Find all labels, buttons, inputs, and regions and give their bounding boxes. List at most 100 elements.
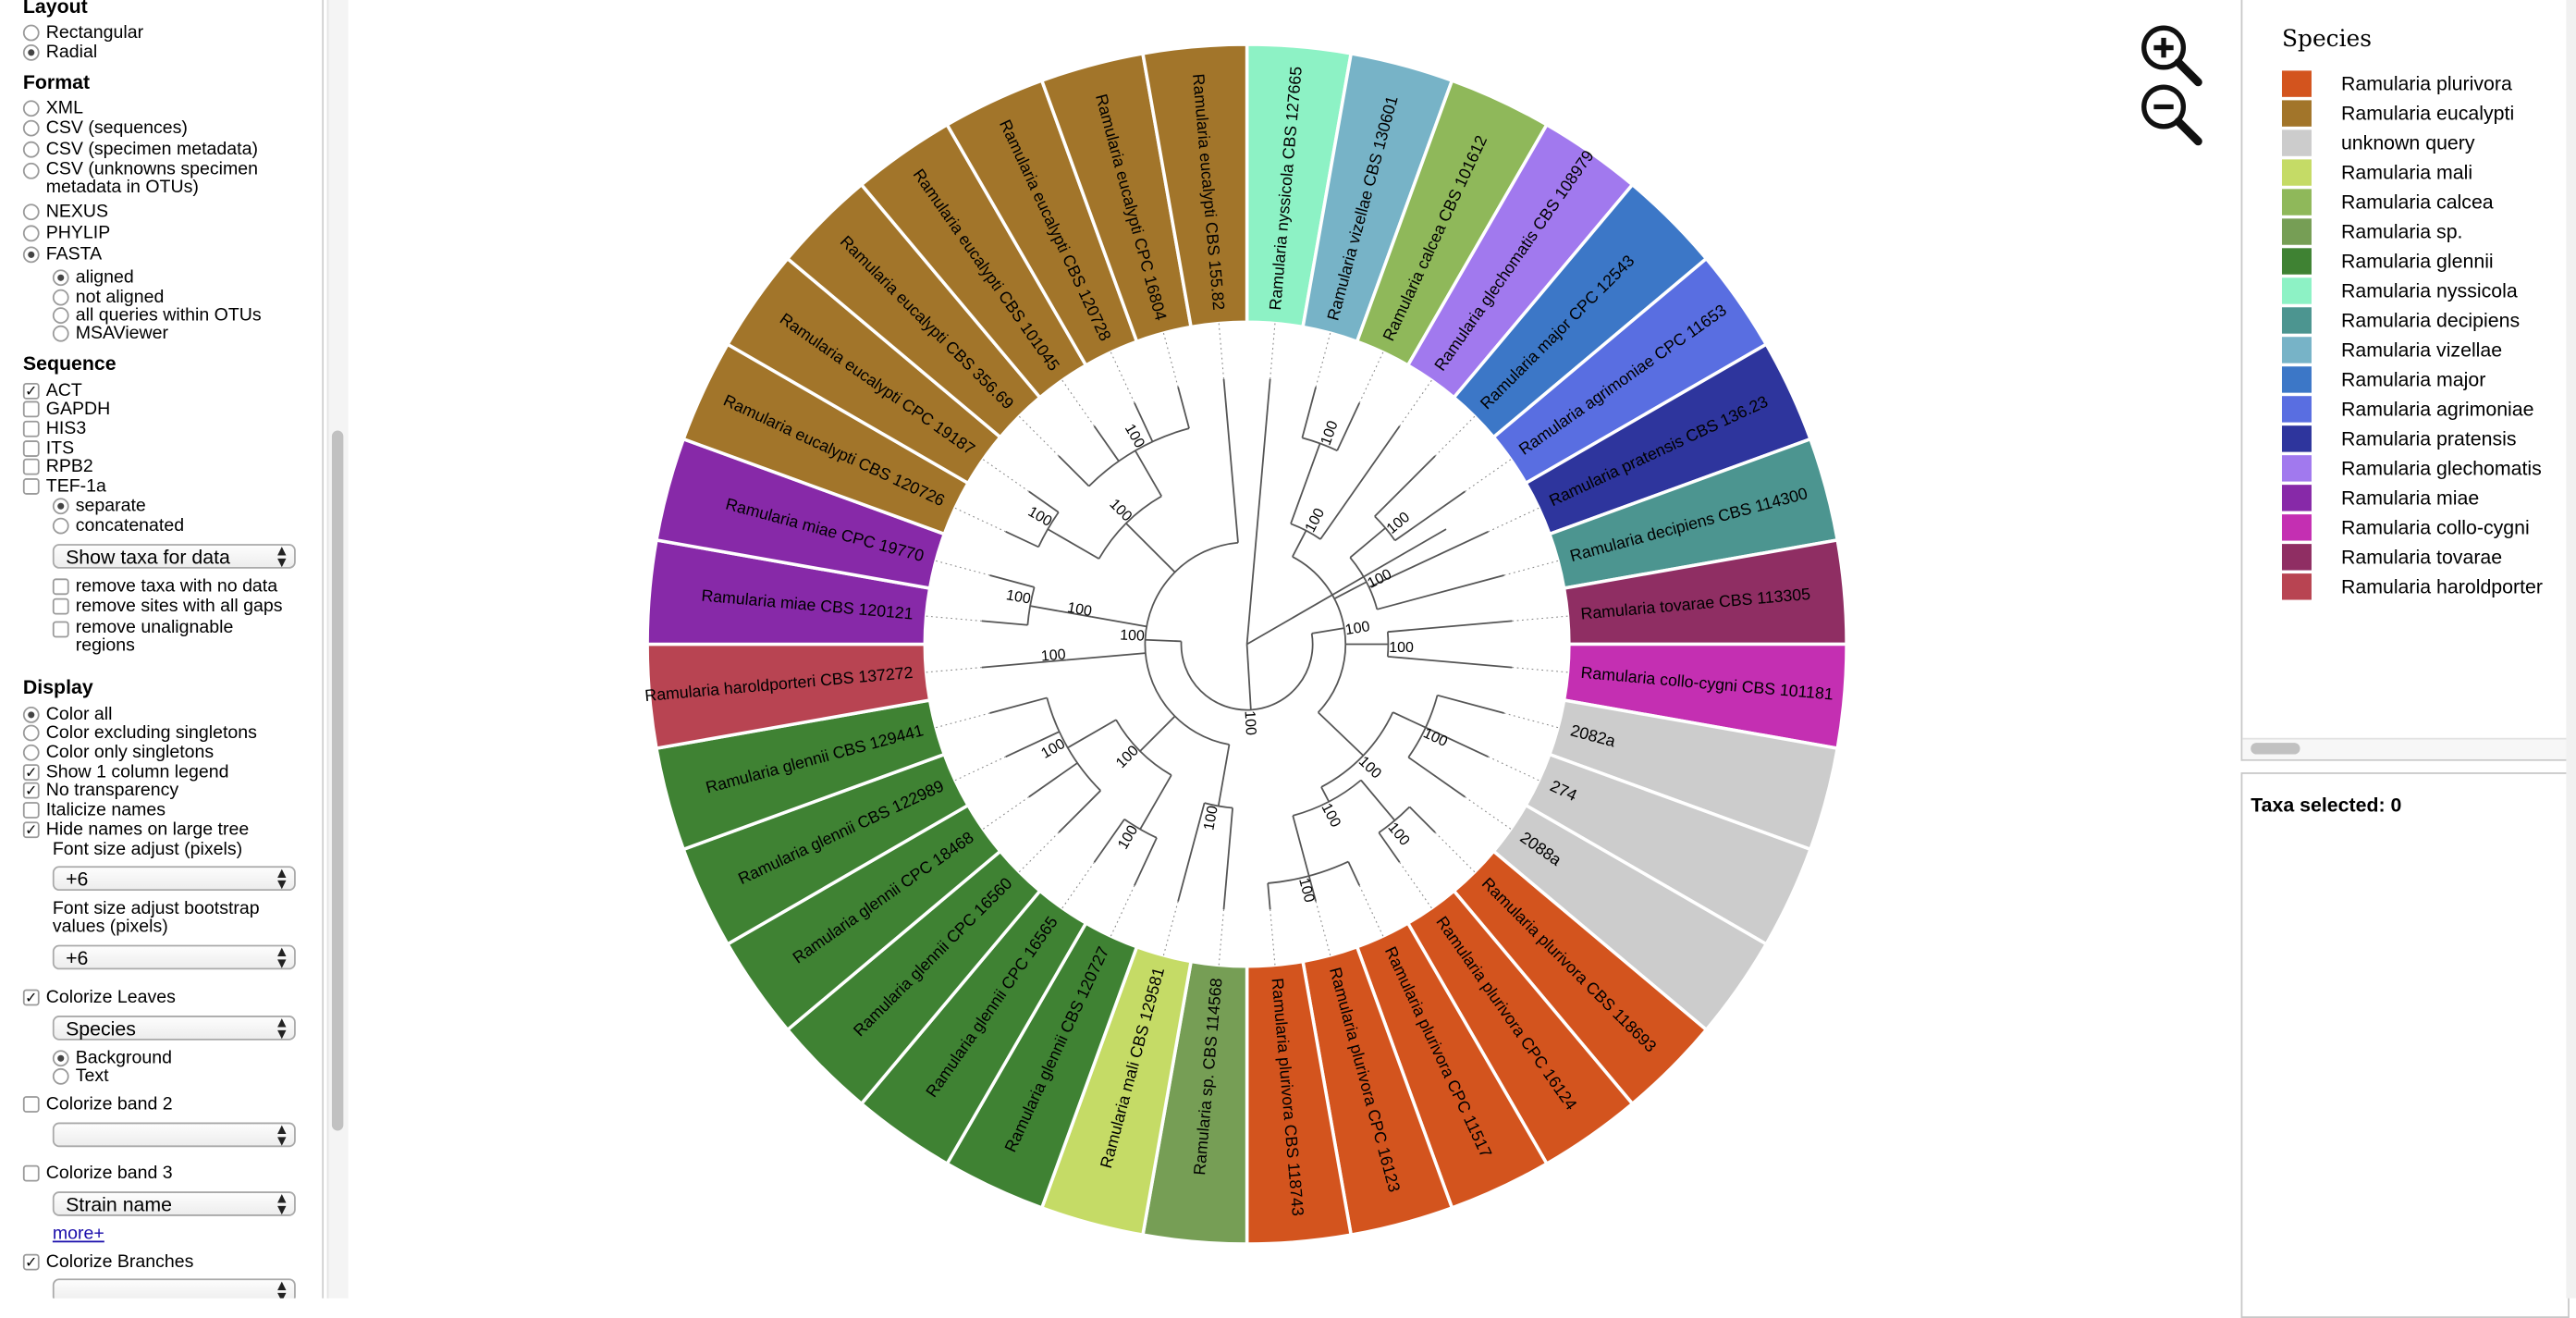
- checkbox[interactable]: [22, 458, 40, 475]
- species-legend: Species Ramularia plurivora Ramularia euc…: [2240, 0, 2570, 761]
- show-taxa-select[interactable]: Show taxa for data ▲ ▼: [52, 542, 296, 571]
- branch-segment: [1134, 402, 1154, 442]
- option-label: Text: [75, 1066, 109, 1087]
- checkbox[interactable]: [22, 420, 40, 437]
- branch-segment: [989, 696, 1048, 714]
- branch-segment: [1028, 762, 1078, 798]
- radio-button[interactable]: [52, 1050, 69, 1067]
- checkbox[interactable]: [52, 597, 69, 615]
- branch-segment: [1222, 807, 1233, 910]
- tree-view[interactable]: 100 100 100 100 100 100 100 100 100 100 100 100 100 1…: [349, 0, 2238, 1299]
- legend-label: Ramularia haroldporter: [2340, 574, 2544, 598]
- checkbox[interactable]: ✓: [22, 989, 40, 1006]
- checkbox[interactable]: ✓: [22, 782, 40, 799]
- bootstrap-label: 100: [1005, 587, 1032, 607]
- checkbox[interactable]: ✓: [22, 764, 40, 781]
- checkbox[interactable]: [22, 440, 40, 457]
- checkbox[interactable]: ✓: [22, 1253, 40, 1271]
- leaf-connector: [1488, 756, 1539, 782]
- bootstrap-label: 100: [1295, 876, 1317, 904]
- branch-segment: [1125, 523, 1176, 573]
- font-size-select[interactable]: +6 ▲ ▼: [52, 865, 296, 892]
- branch-segment: [1336, 402, 1361, 451]
- radio-button[interactable]: [52, 517, 69, 535]
- radio-button[interactable]: [52, 498, 69, 515]
- branch-segment: [1134, 837, 1158, 886]
- branch-segment: [1437, 694, 1504, 714]
- branch-segment: [1349, 527, 1386, 559]
- radio-button[interactable]: [22, 24, 40, 42]
- radio-button[interactable]: [22, 100, 40, 117]
- option-label: PHYLIP: [45, 223, 111, 243]
- branch-arc: [1144, 541, 1239, 745]
- checkbox[interactable]: [22, 802, 40, 819]
- radio-button[interactable]: [22, 225, 40, 242]
- legend-scrollbar-thumb[interactable]: [2251, 743, 2300, 755]
- checkbox[interactable]: ✓: [22, 382, 40, 400]
- leaf-connector: [1162, 901, 1179, 956]
- select-arrow-icon: ▲ ▼: [274, 1014, 289, 1042]
- checkbox[interactable]: [52, 621, 69, 638]
- page-scrollbar[interactable]: [2566, 0, 2576, 1299]
- option-label: TEF-1a: [45, 476, 106, 497]
- radio-button[interactable]: [52, 269, 69, 287]
- branch-segment: [981, 620, 1028, 626]
- branches-select[interactable]: ▲ ▼: [52, 1277, 296, 1299]
- radio-button[interactable]: [22, 246, 40, 264]
- select-arrow-icon: ▲ ▼: [274, 542, 289, 571]
- checkbox[interactable]: ✓: [22, 821, 40, 839]
- option-label: XML: [45, 98, 83, 118]
- zoom-in-icon: [2141, 25, 2202, 87]
- zoom-out-button[interactable]: [2139, 82, 2204, 148]
- zoom-in-button[interactable]: [2139, 23, 2204, 89]
- option-label: Colorize band 3: [45, 1163, 173, 1184]
- panel-scrollbar[interactable]: [326, 0, 349, 1299]
- checkbox[interactable]: [22, 400, 40, 418]
- option-label: CSV (specimen metadata): [45, 140, 258, 160]
- radial-tree[interactable]: 100 100 100 100 100 100 100 100 100 100 100 100 100 1…: [349, 0, 2238, 1299]
- radio-button[interactable]: [22, 43, 40, 61]
- more-link[interactable]: more+: [52, 1224, 104, 1245]
- bootstrap-label: 100: [1113, 743, 1142, 771]
- band2-select[interactable]: ▲ ▼: [52, 1122, 296, 1148]
- checkbox[interactable]: [52, 578, 69, 596]
- option-label: remove sites with all gaps: [75, 596, 283, 617]
- branch-segment: [1407, 757, 1466, 798]
- branch-segment: [1394, 490, 1466, 542]
- leaf-wedge[interactable]: [1140, 43, 1249, 329]
- checkbox[interactable]: [22, 1164, 40, 1182]
- radio-button[interactable]: [22, 707, 40, 723]
- legend-swatch: [2281, 129, 2312, 156]
- branch-arc: [1123, 818, 1158, 839]
- legend-label: Ramularia nyssicola: [2340, 279, 2518, 302]
- branch-arc: [1204, 802, 1233, 809]
- radio-button[interactable]: [22, 119, 40, 137]
- radio-button[interactable]: [52, 289, 69, 306]
- branch-segment: [1292, 530, 1307, 558]
- radio-button[interactable]: [22, 744, 40, 761]
- checkbox[interactable]: [22, 1096, 40, 1113]
- panel-scrollbar-thumb[interactable]: [331, 430, 344, 1131]
- radio-button[interactable]: [52, 1067, 69, 1085]
- branch-segment: [989, 574, 1035, 588]
- checkbox[interactable]: [22, 478, 40, 495]
- bootstrap-label: 100: [1389, 640, 1414, 656]
- band3-select[interactable]: Strain name ▲ ▼: [52, 1190, 296, 1217]
- radio-button[interactable]: [22, 203, 40, 221]
- radio-button[interactable]: [22, 724, 40, 742]
- show-taxa-value: Show taxa for data: [66, 545, 230, 569]
- radio-button[interactable]: [22, 141, 40, 158]
- legend-title: Species: [2281, 26, 2373, 53]
- option-label: Hide names on large tree: [45, 819, 250, 840]
- legend-scrollbar[interactable]: [2242, 737, 2569, 759]
- leaves-select[interactable]: Species ▲ ▼: [52, 1014, 296, 1042]
- radio-button[interactable]: [22, 162, 40, 179]
- bootstrap-size-select[interactable]: +6 ▲ ▼: [52, 944, 296, 970]
- leaf-connector: [1270, 909, 1276, 966]
- radio-button[interactable]: [52, 307, 69, 325]
- option-label: aligned: [75, 267, 134, 288]
- option-label: ACT: [45, 381, 82, 401]
- radio-button[interactable]: [52, 325, 69, 342]
- branch-segment: [1392, 711, 1427, 729]
- branch-segment: [1307, 875, 1317, 902]
